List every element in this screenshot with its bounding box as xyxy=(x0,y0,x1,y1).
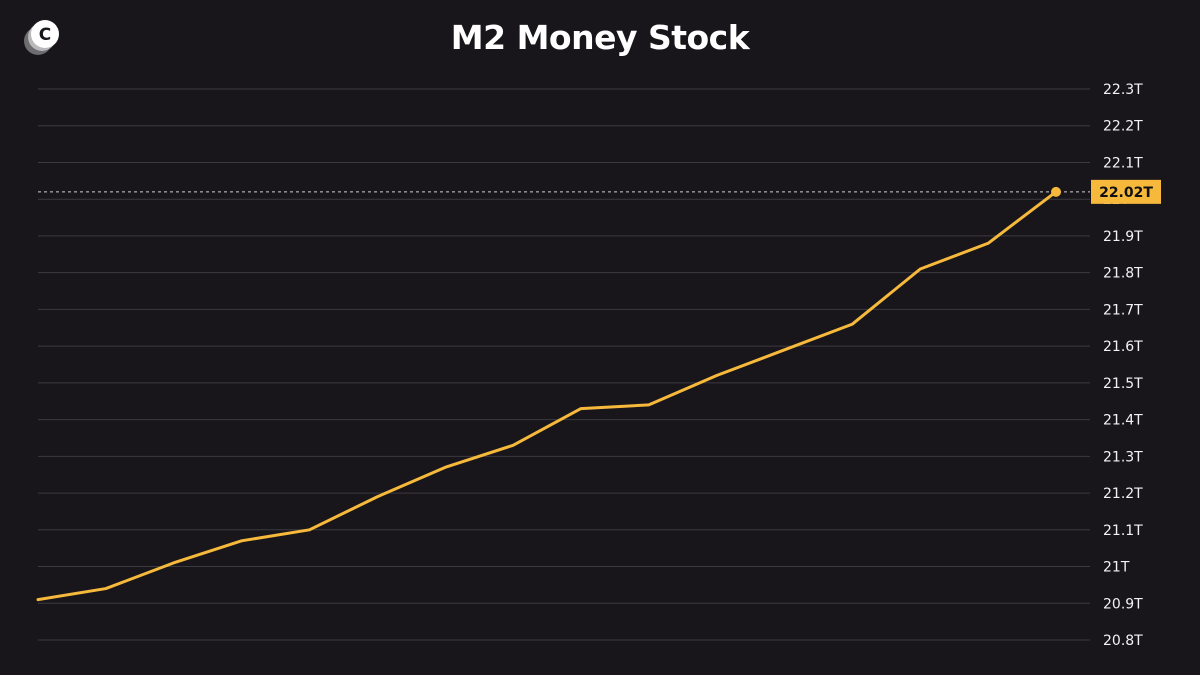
y-tick-label: 22.1T xyxy=(1103,155,1143,171)
y-tick-label: 21.7T xyxy=(1103,302,1143,318)
y-tick-label: 22.3T xyxy=(1103,82,1143,98)
svg-text:C: C xyxy=(39,25,51,45)
last-value-badge xyxy=(1091,179,1161,204)
series-end-point xyxy=(1051,186,1061,197)
y-tick-label: 21T xyxy=(1103,560,1130,576)
logo-icon: C xyxy=(24,20,59,55)
y-tick-label: 21.5T xyxy=(1103,376,1143,392)
y-tick-label: 21.1T xyxy=(1103,523,1143,539)
y-tick-label: 21.4T xyxy=(1103,413,1143,429)
y-tick-label: 21.2T xyxy=(1103,486,1143,502)
y-tick-label: 21.9T xyxy=(1103,229,1143,245)
chart-title: M2 Money Stock xyxy=(450,18,750,57)
y-tick-label: 21.3T xyxy=(1103,449,1143,465)
y-tick-label: 20.9T xyxy=(1103,596,1143,612)
y-tick-label: 21.8T xyxy=(1103,266,1143,282)
series-line xyxy=(36,190,1058,602)
y-tick-label: 22.2T xyxy=(1103,119,1143,135)
last-value-label: 22.02T xyxy=(1099,185,1153,201)
y-tick-label: 20.8T xyxy=(1103,633,1143,649)
y-tick-label: 21.6T xyxy=(1103,339,1143,355)
